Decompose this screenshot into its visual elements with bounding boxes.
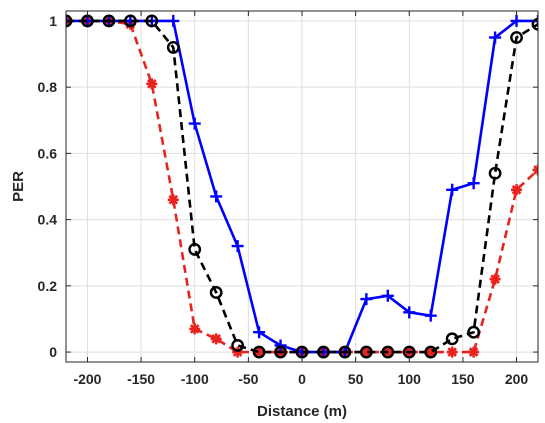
circle-marker — [102, 14, 116, 28]
circle-marker — [467, 325, 481, 339]
circle-marker — [188, 243, 202, 256]
plus-marker — [231, 240, 244, 253]
plus-marker — [510, 14, 523, 27]
series-asterisk-line — [66, 19, 538, 354]
y-axis-label: PER — [10, 171, 27, 202]
circle-marker — [488, 166, 502, 180]
plus-marker — [489, 31, 502, 44]
asterisk-marker — [360, 346, 372, 358]
asterisk-marker — [468, 346, 480, 358]
plus-marker — [274, 339, 287, 352]
circle-marker — [231, 339, 245, 352]
plus-marker — [253, 326, 266, 339]
circle-marker — [209, 286, 223, 299]
y-tick-label: 0.4 — [38, 212, 58, 228]
y-tick-label: 0.2 — [38, 278, 58, 294]
x-tick-label: -150 — [127, 371, 155, 387]
circle-marker — [445, 332, 459, 346]
circle-marker — [381, 345, 395, 359]
asterisk-marker — [189, 323, 201, 335]
x-tick-label: -100 — [181, 371, 209, 387]
x-axis-label: Distance (m) — [257, 403, 347, 420]
circle-marker — [252, 345, 266, 359]
asterisk-marker — [511, 184, 523, 196]
y-tick-label: 0.6 — [38, 145, 58, 161]
y-tick-label: 0.8 — [38, 79, 58, 95]
circle-marker — [424, 345, 438, 359]
y-tick-label: 1 — [49, 13, 57, 29]
x-tick-label: -50 — [238, 371, 258, 387]
asterisk-marker — [446, 346, 458, 358]
x-tick-label: 200 — [505, 371, 529, 387]
asterisk-marker — [146, 78, 158, 90]
series-circle-line — [66, 19, 538, 354]
circle-marker — [338, 345, 352, 359]
asterisk-marker — [253, 346, 265, 358]
plus-marker — [210, 190, 223, 203]
plus-marker — [167, 14, 180, 27]
x-tick-label: 0 — [298, 371, 306, 387]
plus-marker — [467, 177, 480, 190]
plus-marker — [381, 289, 394, 302]
plus-marker — [360, 293, 373, 306]
circle-marker — [166, 41, 180, 54]
plus-marker — [446, 183, 459, 196]
circle-marker — [145, 14, 159, 28]
asterisk-marker — [232, 346, 244, 358]
circle-marker — [317, 345, 330, 359]
asterisk-marker — [167, 194, 179, 206]
circle-marker — [274, 345, 287, 359]
x-tick-label: 50 — [348, 371, 364, 387]
circle-marker — [66, 14, 73, 28]
asterisk-marker — [210, 333, 222, 345]
plus-marker — [403, 306, 416, 319]
asterisk-marker — [425, 346, 437, 358]
x-tick-label: 150 — [451, 371, 475, 387]
circle-marker — [510, 31, 523, 44]
plus-marker — [424, 309, 437, 322]
asterisk-marker — [489, 273, 501, 285]
plus-marker — [188, 117, 201, 130]
tick-labels: -200 -150 -100 -50 0 50 100 150 200 0 0.2 0.4 0.6 0.8… — [38, 11, 538, 387]
circle-marker — [123, 14, 137, 28]
circle-marker — [359, 345, 373, 359]
y-tick-label: 0 — [49, 344, 57, 360]
x-tick-label: 100 — [398, 371, 422, 387]
x-tick-label: -200 — [73, 371, 101, 387]
